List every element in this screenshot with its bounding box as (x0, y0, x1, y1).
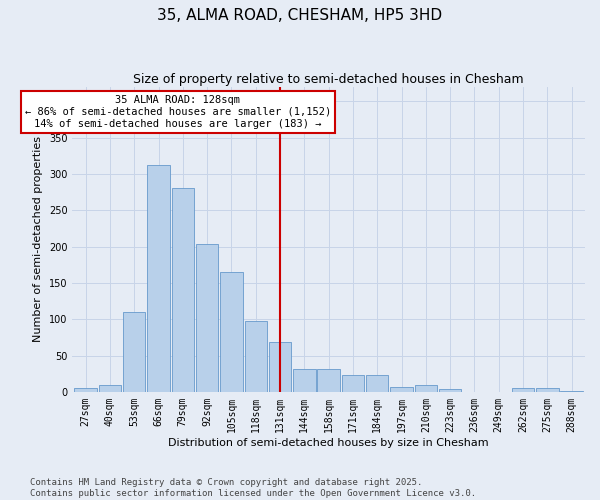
Bar (245, 320, 267, 392)
Bar (512, 388, 534, 392)
Bar (415, 384, 437, 392)
Bar (317, 370, 340, 392)
Bar (99, 384, 121, 392)
Bar (342, 375, 364, 392)
Bar (391, 388, 413, 392)
Bar (366, 375, 388, 392)
Bar (293, 368, 316, 392)
Text: 35, ALMA ROAD, CHESHAM, HP5 3HD: 35, ALMA ROAD, CHESHAM, HP5 3HD (157, 8, 443, 22)
Bar (269, 342, 291, 392)
Bar (123, 312, 145, 392)
Bar (560, 391, 583, 392)
Bar (220, 272, 242, 392)
X-axis label: Distribution of semi-detached houses by size in Chesham: Distribution of semi-detached houses by … (169, 438, 489, 448)
Bar (172, 188, 194, 392)
Bar (74, 388, 97, 392)
Bar (196, 244, 218, 392)
Bar (536, 388, 559, 392)
Title: Size of property relative to semi-detached houses in Chesham: Size of property relative to semi-detach… (133, 72, 524, 86)
Bar (148, 165, 170, 392)
Text: Contains HM Land Registry data © Crown copyright and database right 2025.
Contai: Contains HM Land Registry data © Crown c… (30, 478, 476, 498)
Y-axis label: Number of semi-detached properties: Number of semi-detached properties (33, 136, 43, 342)
Text: 35 ALMA ROAD: 128sqm
← 86% of semi-detached houses are smaller (1,152)
14% of se: 35 ALMA ROAD: 128sqm ← 86% of semi-detac… (25, 96, 331, 128)
Bar (439, 389, 461, 392)
